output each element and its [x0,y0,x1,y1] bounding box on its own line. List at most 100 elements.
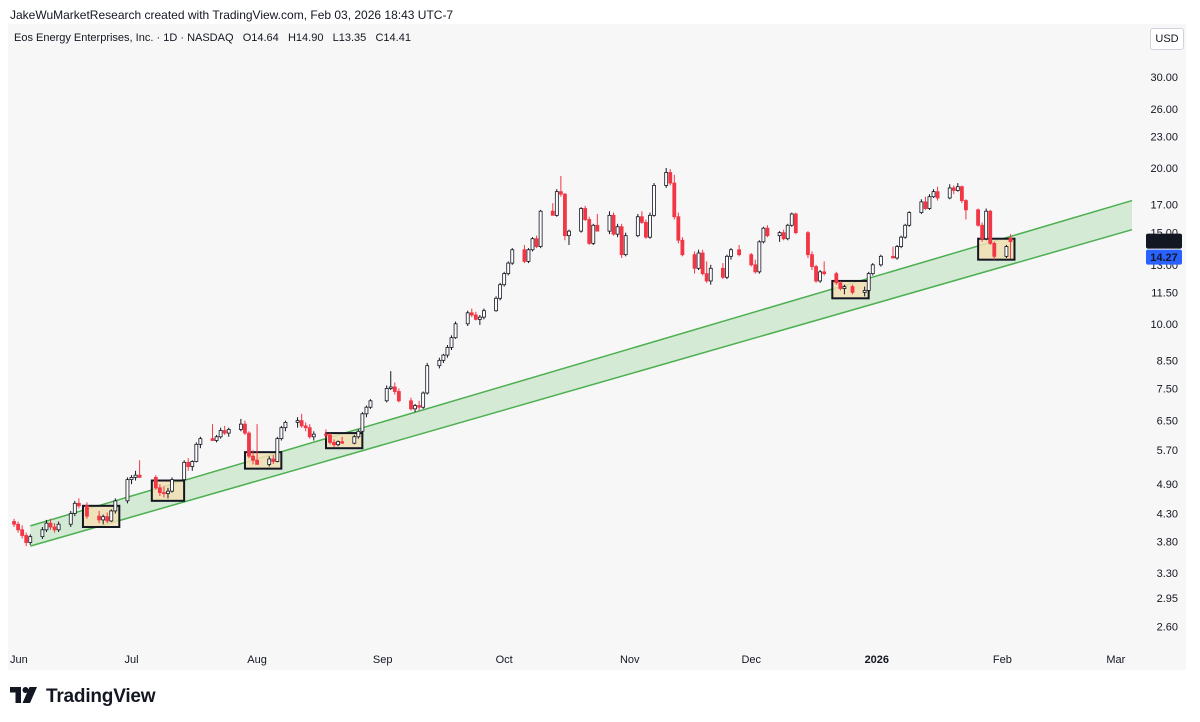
candle-body [170,479,174,492]
candle-body [157,487,162,493]
channel-lower-line [30,228,1133,547]
open-value: 14.64 [251,32,279,44]
candle-body [465,312,470,325]
candle-body [494,297,498,312]
prev-price-tag [1146,249,1182,265]
tradingview-footer[interactable]: TradingView [10,686,156,708]
candle-body [214,436,219,441]
candle-body [392,386,397,392]
candle-body [190,461,195,467]
x-tick-label: Oct [496,654,513,666]
y-tick-label: 10.00 [1150,319,1178,331]
candle-body [477,316,482,320]
candle-body [162,492,166,494]
symbol-legend: Eos Energy Enterprises, Inc. · 1D · NASD… [14,32,411,44]
candle-body [806,232,810,256]
y-tick-label: 6.50 [1157,416,1178,428]
candle-body [510,249,515,264]
currency-button[interactable]: USD [1150,28,1184,50]
candle-body [644,221,648,238]
candle-body [850,286,855,293]
candle-body [526,249,531,262]
candle-body [469,312,474,316]
candle-body [923,201,928,209]
candle-body [166,490,170,494]
candle-body [587,219,592,244]
candle-body [247,432,251,457]
x-tick-label: Feb [993,654,1012,666]
last-price-tag [1146,233,1182,249]
candle-body [980,224,985,240]
candle-body [530,238,535,251]
high-value: 14.90 [295,32,324,44]
candle-body [781,232,786,240]
candle-body [68,513,73,525]
y-tick-label: 4.30 [1157,509,1178,521]
y-tick-label: 5.70 [1157,445,1178,457]
candle-body [340,441,345,444]
candle-body [814,266,818,282]
exchange-label: NASDAQ [187,32,234,44]
highlight-box [831,279,870,300]
last-price-tag-text: 14.41 [1150,236,1178,248]
candle-body [919,201,924,213]
candle-body [984,210,989,240]
candle-body [623,235,628,256]
y-tick-label: 8.50 [1157,355,1178,367]
candle-body [243,423,247,434]
chart-attribution: JakeWuMarketResearch created with Tradin… [10,8,454,22]
prev-price-tag-text: 14.27 [1150,252,1178,264]
chart-pane[interactable]: 30.00 26.00 23.00 20.00 17.00 15.00 13.00 11.50… [8,24,1186,670]
candle-body [101,516,106,521]
candle-body [182,461,187,481]
candle-body [672,182,677,218]
y-tick-label: 3.30 [1157,568,1178,580]
candle-body [311,433,316,438]
price-chart[interactable]: 30.0026.0023.0020.0017.0015.0013.0011.50… [8,24,1186,670]
candle-body [28,536,33,543]
candle-body [384,388,389,402]
candle-body [583,208,588,220]
candle-body [988,210,993,244]
candle-body [777,232,782,237]
candle-body [822,271,827,275]
candle-body [563,193,567,237]
candle-body [413,405,417,410]
candle-body [279,427,284,440]
candle-body [453,323,458,339]
candle-body [303,425,308,429]
x-tick-label: Dec [741,654,761,666]
candle-body [891,255,895,259]
candle-body [842,286,847,289]
candle-body [639,216,644,223]
channel-band [30,200,1133,547]
candle-body [502,273,507,286]
candle-body [619,226,624,256]
candle-body [226,429,231,434]
candle-body [352,436,357,444]
high-label: H [287,32,296,44]
candle-body [498,284,503,299]
symbol-name: Eos Energy Enterprises, Inc. [14,32,154,44]
candle-body [664,172,669,186]
candle-body [85,505,89,517]
candle-body [97,515,102,521]
candle-body [680,239,685,256]
candle-body [951,187,956,191]
candle-body [838,282,843,289]
x-tick-label: Jun [10,654,28,666]
candle-body [725,255,729,278]
candle-body [283,421,288,429]
candle-body [927,196,932,209]
candle-body [692,254,697,269]
candle-body [16,523,21,531]
candle-body [421,392,426,408]
candle-body [895,246,899,259]
candle-body [704,273,709,282]
candle-body [652,185,656,216]
legend-separator: · [156,32,164,44]
candle-body [72,502,77,514]
candle-body [425,365,430,394]
candle-body [668,172,673,184]
candle-body [550,210,555,216]
